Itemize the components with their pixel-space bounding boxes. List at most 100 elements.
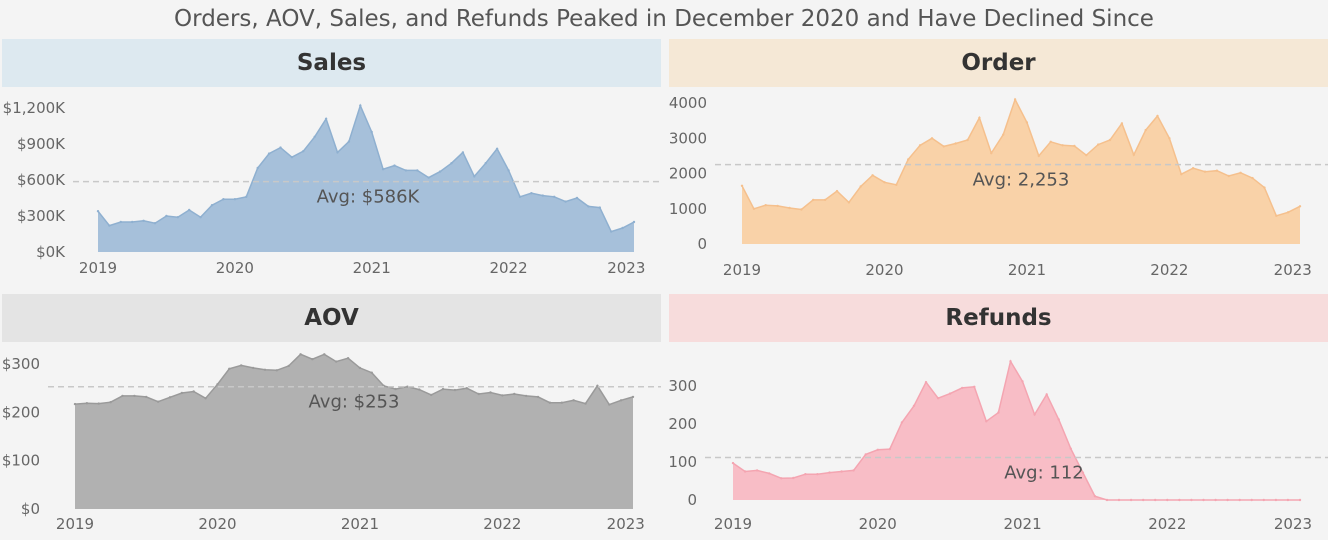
aov-data-point: [370, 371, 373, 374]
order-data-point: [954, 142, 957, 145]
aov-data-point: [335, 360, 338, 363]
aov-data-point: [85, 402, 89, 405]
x-tick-label: 2019: [79, 259, 117, 277]
refunds-data-point: [816, 473, 819, 476]
aov-series-line: [74, 353, 634, 406]
x-tick-label: 2023: [1274, 515, 1312, 533]
order-data-point: [788, 206, 791, 210]
sales-data-point: [564, 200, 567, 203]
aov-data-point: [109, 401, 112, 404]
aov-data-point: [73, 402, 77, 406]
y-tick-label: $200: [2, 403, 40, 421]
refunds-data-point: [792, 476, 795, 480]
sales-data-point: [119, 220, 123, 224]
aov-data-point: [251, 366, 255, 370]
order-data-point: [1132, 153, 1135, 156]
aov-average-label: Avg: $253: [309, 392, 400, 413]
aov-data-point: [453, 388, 457, 392]
x-tick-label: 2021: [353, 259, 391, 277]
order-data-point: [1025, 121, 1029, 124]
sales-data-point: [404, 169, 408, 172]
sales-data-point: [336, 151, 339, 154]
aov-data-point: [536, 395, 540, 399]
order-data-point: [883, 181, 886, 184]
order-data-point: [918, 144, 922, 147]
sales-data-point: [393, 164, 396, 167]
y-tick-label: 0: [697, 235, 707, 253]
sales-data-point: [518, 195, 522, 198]
x-tick-label: 2022: [483, 515, 521, 533]
refunds-data-point: [1093, 495, 1097, 498]
refunds-data-point: [1081, 471, 1085, 474]
order-data-point: [740, 184, 744, 187]
refunds-data-point: [755, 469, 759, 472]
refunds-data-point: [1154, 498, 1157, 502]
order-data-point: [1215, 169, 1219, 172]
refunds-data-point: [985, 420, 988, 423]
y-tick-label: 100: [669, 453, 697, 471]
x-tick-label: 2020: [865, 261, 903, 279]
aov-data-point: [631, 395, 635, 399]
order-data-point: [1286, 211, 1290, 214]
order-panel: Order 0 1000 2000 3000 4000 Avg: 2,253 2019 202…: [669, 39, 1328, 290]
aov-data-point: [465, 387, 468, 390]
sales-data-point: [347, 140, 351, 143]
refunds-data-point: [731, 461, 735, 465]
x-tick-label: 2023: [607, 259, 645, 277]
sales-data-point: [507, 169, 510, 172]
refunds-data-point: [1142, 498, 1145, 502]
refunds-area: [733, 361, 1300, 500]
order-data-point: [1049, 140, 1052, 143]
aov-data-point: [524, 394, 528, 398]
order-data-point: [990, 151, 993, 155]
sales-data-point: [530, 192, 533, 195]
refunds-data-point: [1166, 498, 1169, 502]
aov-data-point: [548, 401, 552, 404]
refunds-data-point: [948, 392, 952, 395]
order-data-point: [1061, 144, 1064, 147]
refunds-data-point: [1045, 393, 1048, 396]
x-tick-label: 2023: [1274, 261, 1312, 279]
sales-data-point: [324, 117, 328, 120]
sales-data-point: [313, 135, 316, 138]
order-header: Order: [669, 39, 1328, 87]
sales-data-point: [290, 156, 294, 159]
sales-data-point: [245, 195, 248, 198]
aov-data-point: [608, 403, 611, 406]
refunds-data-point: [1262, 498, 1265, 502]
order-data-point: [930, 137, 934, 140]
aov-panel: AOV $0 $100 $200 $300 Avg: $253 2019 2020 2021 2…: [2, 294, 661, 540]
refunds-data-point: [1226, 498, 1229, 502]
refunds-data-point: [1021, 380, 1024, 383]
aov-data-point: [228, 367, 231, 370]
sales-data-point: [381, 168, 385, 171]
sales-data-point: [256, 166, 259, 170]
sales-data-point: [302, 150, 305, 153]
y-tick-label: 2000: [669, 165, 707, 183]
x-tick-label: 2021: [1003, 515, 1041, 533]
sales-data-point: [575, 196, 579, 200]
sales-data-point: [610, 230, 613, 233]
x-tick-label: 2019: [723, 261, 761, 279]
aov-data-point: [133, 394, 136, 398]
aov-header: AOV: [2, 294, 661, 342]
aov-data-point: [560, 401, 563, 404]
x-tick-label: 2023: [607, 515, 645, 533]
aov-data-point: [346, 357, 350, 360]
refunds-data-point: [900, 421, 904, 424]
aov-data-point: [572, 399, 575, 402]
aov-data-point: [180, 391, 184, 395]
sales-panel: Sales $0K $300K $600K $900K $1,200K Avg: $586…: [2, 39, 661, 290]
sales-data-point: [553, 195, 556, 198]
x-tick-label: 2022: [1148, 515, 1186, 533]
refunds-data-point: [1105, 498, 1109, 502]
order-data-point: [966, 138, 969, 142]
sales-data-point: [473, 175, 476, 178]
sales-data-point: [541, 194, 544, 197]
order-data-point: [1037, 154, 1040, 158]
y-tick-label: 1000: [669, 200, 707, 218]
aov-data-point: [584, 402, 587, 405]
x-tick-label: 2021: [1008, 261, 1046, 279]
refunds-data-point: [1117, 498, 1121, 502]
refunds-data-point: [1009, 360, 1012, 363]
